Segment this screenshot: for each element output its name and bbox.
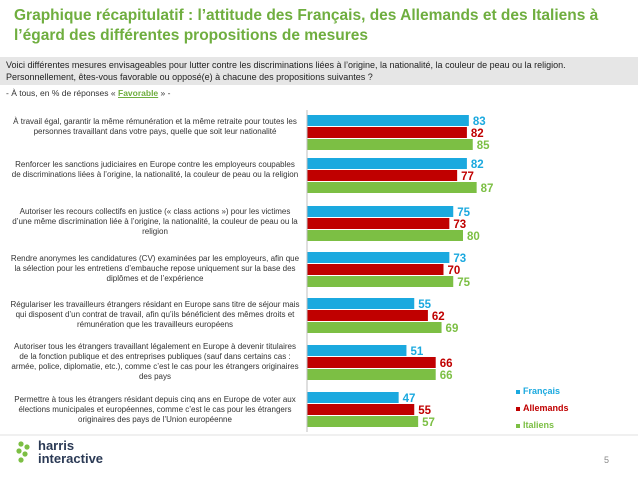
category-label: Régulariser les travailleurs étrangers r… [10, 300, 300, 329]
data-label: 82 [471, 128, 484, 140]
data-label: 73 [453, 253, 466, 265]
bar-germany [307, 127, 467, 138]
data-label: 82 [471, 159, 484, 171]
data-label: 51 [410, 346, 423, 358]
legend-label: Français [523, 386, 561, 396]
bar-germany [307, 218, 450, 229]
legend-swatch [516, 423, 520, 428]
bar-france [307, 252, 450, 263]
data-label: 69 [446, 323, 459, 335]
data-label: 77 [461, 171, 474, 183]
category-label: Renforcer les sanctions judiciaires en E… [11, 160, 299, 179]
legend: Français Allemands Italiens [516, 383, 569, 434]
bar-france [307, 345, 407, 356]
logo-text: harris interactive [38, 439, 103, 465]
category-label: Rendre anonymes les candidatures (CV) ex… [10, 254, 300, 283]
question-intro: Voici différentes mesures envisageables … [0, 57, 638, 85]
logo-line-2: interactive [38, 451, 104, 466]
bar-france [307, 206, 454, 217]
bar-italy [307, 276, 454, 287]
legend-item-germany: Allemands [516, 400, 569, 417]
legend-label: Italiens [523, 420, 555, 430]
data-label: 85 [477, 140, 490, 152]
bar-germany [307, 264, 444, 275]
response-basis: - À tous, en % de réponses « Favorable »… [6, 88, 170, 98]
category-label: Autoriser les recours collectifs en just… [12, 207, 298, 236]
data-label: 55 [418, 299, 431, 311]
category-label: À travail égal, garantir la même rémunér… [13, 117, 297, 136]
bar-italy [307, 230, 463, 241]
legend-item-france: Français [516, 383, 569, 400]
logo-mark-icon [16, 441, 30, 463]
page-number: 5 [604, 455, 610, 465]
data-label: 80 [467, 231, 480, 243]
category-label: Autoriser tous les étrangers travaillant… [11, 342, 299, 381]
harris-interactive-logo: harris interactive [14, 439, 103, 465]
legend-swatch [516, 406, 520, 411]
data-label: 57 [422, 417, 435, 429]
bar-france [307, 392, 399, 403]
legend-swatch [516, 389, 520, 394]
bar-germany [307, 404, 415, 415]
bar-germany [307, 357, 436, 368]
legend-item-italy: Italiens [516, 417, 569, 434]
basis-highlight: Favorable [118, 88, 159, 98]
bar-france [307, 115, 469, 126]
data-label: 62 [432, 311, 445, 323]
data-label: 87 [481, 183, 494, 195]
basis-suffix: » - [160, 88, 171, 98]
category-label: Permettre à tous les étrangers résidant … [14, 395, 296, 424]
bar-italy [307, 416, 419, 427]
data-label: 55 [418, 405, 431, 417]
data-label: 83 [473, 116, 486, 128]
chart-title: Graphique récapitulatif : l’attitude des… [14, 7, 599, 44]
basis-prefix: - À tous, en % de réponses « [6, 88, 116, 98]
bar-germany [307, 310, 428, 321]
bar-germany [307, 170, 458, 181]
data-label: 66 [440, 370, 453, 382]
bar-italy [307, 369, 436, 380]
data-label: 47 [403, 393, 416, 405]
bar-italy [307, 139, 473, 150]
data-label: 73 [453, 219, 466, 231]
bar-france [307, 158, 467, 169]
bar-italy [307, 322, 442, 333]
data-label: 75 [457, 277, 470, 289]
bar-france [307, 298, 415, 309]
data-label: 66 [440, 358, 453, 370]
logo-line-1: harris [38, 438, 75, 453]
data-label: 75 [457, 207, 470, 219]
data-label: 70 [448, 265, 461, 277]
bar-italy [307, 182, 477, 193]
legend-label: Allemands [523, 403, 569, 413]
